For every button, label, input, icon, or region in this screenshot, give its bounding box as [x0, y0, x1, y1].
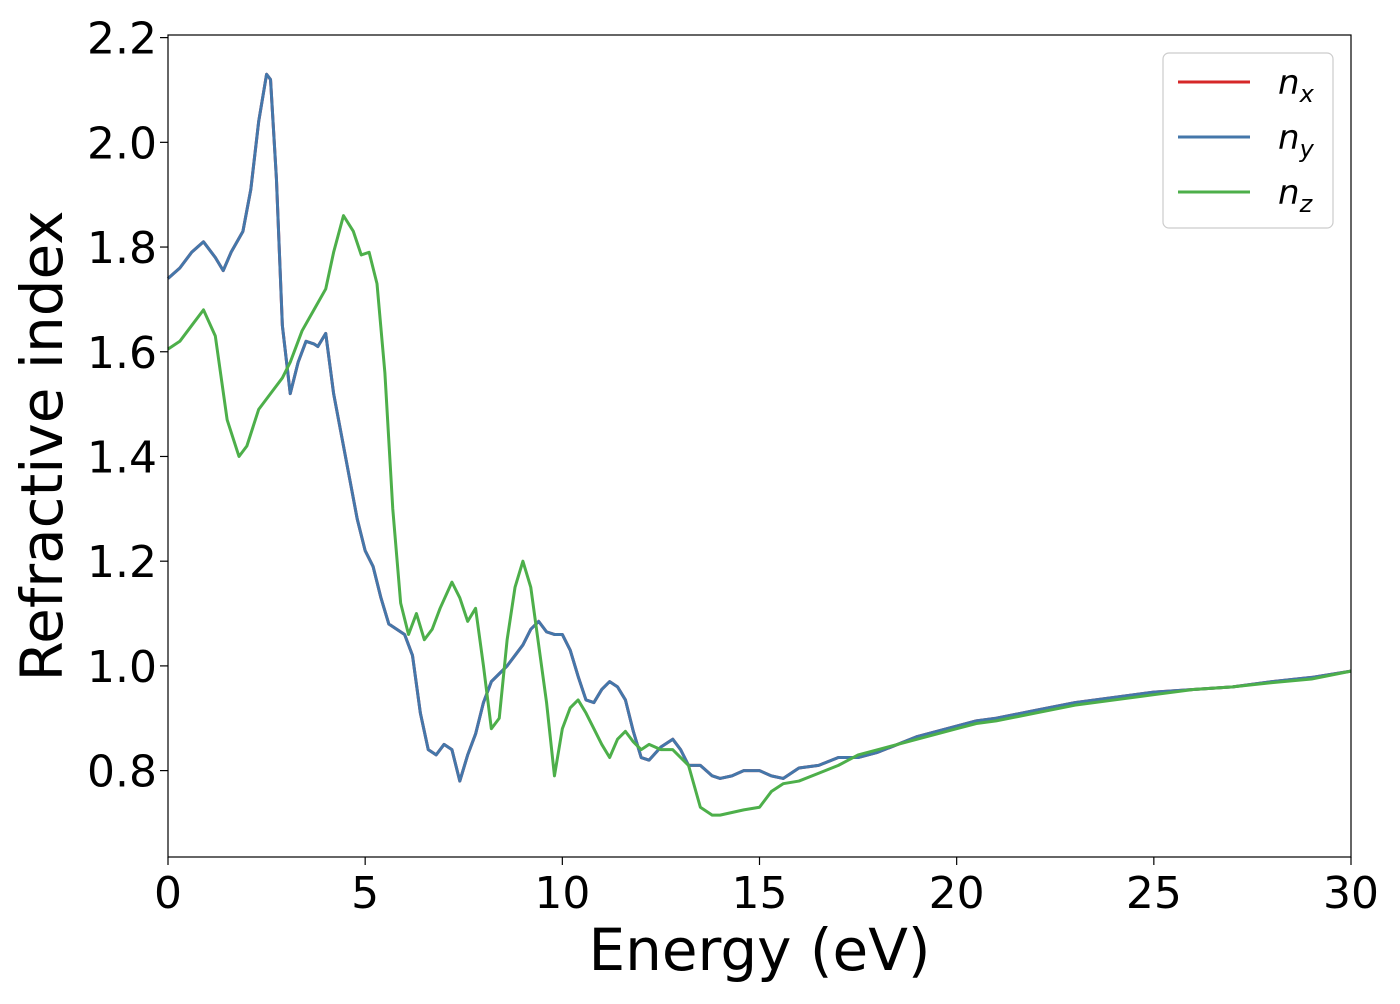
legend-box [1162, 52, 1334, 229]
y-tick-label: 1.8 [87, 223, 157, 274]
y-tick-label: 2.0 [87, 118, 157, 169]
series-line-y [167, 72, 1352, 783]
y-tick-label: 0.8 [87, 747, 157, 798]
series-line-z [167, 214, 1352, 817]
legend-label-z: nz [1278, 173, 1314, 218]
legend-label-x: nx [1278, 63, 1315, 108]
x-axis: 0 5 10 15 20 25 30 [154, 857, 1379, 919]
x-tick-label: 0 [154, 868, 182, 919]
legend: nx ny nz [1162, 52, 1334, 229]
y-tick-label: 1.0 [87, 642, 157, 693]
y-axis-title: Refractive index [8, 210, 76, 681]
y-tick-label: 1.4 [87, 432, 157, 483]
legend-label-y: ny [1278, 118, 1315, 163]
y-axis: 0.8 1.0 1.2 1.4 1.6 1.8 2.0 2.2 [87, 14, 168, 798]
series-layer [167, 72, 1352, 817]
x-axis-title: Energy (eV) [588, 916, 930, 984]
x-tick-label: 15 [732, 868, 788, 919]
x-tick-label: 25 [1126, 868, 1182, 919]
y-tick-label: 1.6 [87, 328, 157, 379]
y-tick-label: 1.2 [87, 537, 157, 588]
x-tick-label: 30 [1323, 868, 1379, 919]
x-tick-label: 5 [351, 868, 379, 919]
y-tick-label: 2.2 [87, 14, 157, 65]
x-tick-label: 10 [534, 868, 590, 919]
x-tick-label: 20 [929, 868, 985, 919]
